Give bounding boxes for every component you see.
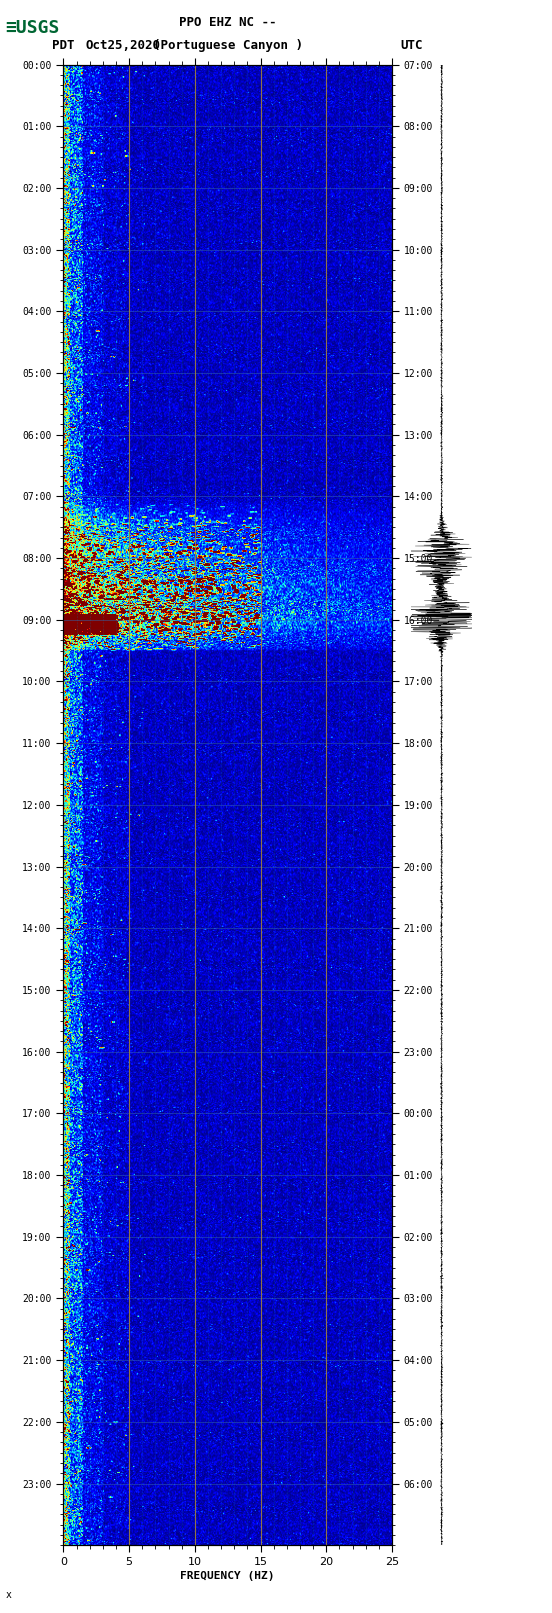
Text: PPO EHZ NC --: PPO EHZ NC -- <box>179 16 277 29</box>
Text: ≡USGS: ≡USGS <box>6 19 60 37</box>
Text: UTC: UTC <box>400 39 423 52</box>
Text: Oct25,2020: Oct25,2020 <box>86 39 161 52</box>
Text: x: x <box>6 1590 12 1600</box>
Text: PDT: PDT <box>52 39 75 52</box>
X-axis label: FREQUENCY (HZ): FREQUENCY (HZ) <box>181 1571 275 1581</box>
Text: (Portuguese Canyon ): (Portuguese Canyon ) <box>153 39 302 52</box>
